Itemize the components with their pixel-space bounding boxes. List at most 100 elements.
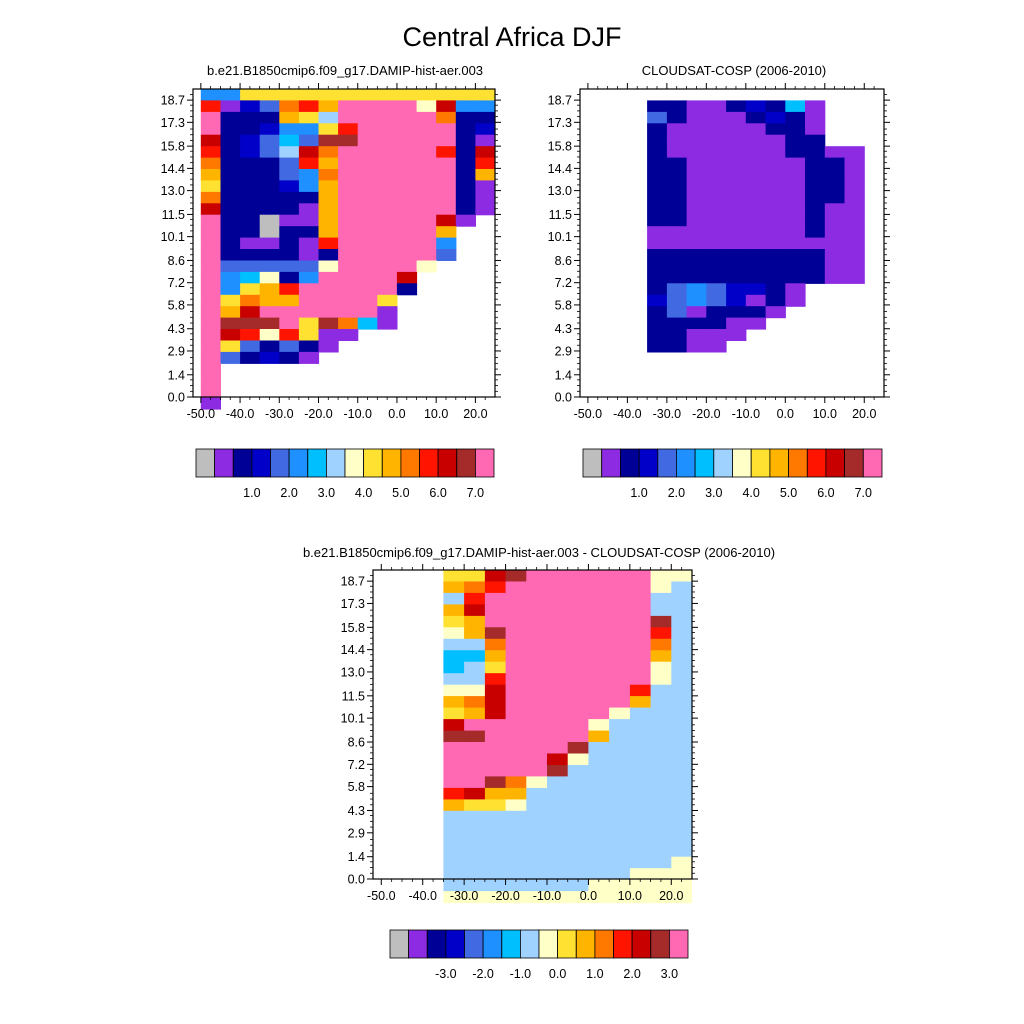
heatmap-cell bbox=[416, 214, 437, 227]
y-tick-label: 8.6 bbox=[168, 254, 185, 268]
heatmap-cell bbox=[240, 123, 261, 136]
heatmap-cell bbox=[416, 100, 437, 113]
heatmap-cell bbox=[318, 226, 339, 239]
heatmap-cell bbox=[547, 684, 569, 697]
heatmap-cell bbox=[765, 157, 786, 170]
colorbar-swatch bbox=[456, 448, 476, 478]
heatmap-cell bbox=[785, 146, 806, 159]
heatmap-cell bbox=[220, 329, 241, 341]
heatmap-cell bbox=[357, 134, 378, 147]
colorbar-swatch bbox=[582, 448, 603, 478]
heatmap-cell bbox=[706, 317, 727, 330]
y-tick-label: 14.4 bbox=[548, 162, 572, 176]
heatmap-cell bbox=[396, 146, 418, 159]
heatmap-cell bbox=[588, 592, 610, 605]
heatmap-cell bbox=[318, 260, 339, 273]
heatmap-cell bbox=[805, 157, 826, 170]
colorbar-swatch bbox=[408, 929, 428, 959]
colorbar-swatch bbox=[862, 448, 883, 478]
heatmap-cell bbox=[547, 833, 569, 846]
heatmap-cell bbox=[377, 294, 398, 307]
heatmap-cell bbox=[686, 294, 707, 307]
heatmap-cell bbox=[259, 283, 280, 296]
heatmap-cell bbox=[745, 306, 767, 319]
x-tick-label: 0.0 bbox=[777, 407, 794, 421]
heatmap-cell bbox=[484, 879, 507, 892]
heatmap-cell bbox=[588, 684, 610, 697]
heatmap-cell bbox=[666, 134, 688, 147]
heatmap-cell bbox=[338, 329, 359, 341]
heatmap-cell bbox=[464, 627, 486, 640]
heatmap-cell bbox=[666, 123, 688, 136]
heatmap-cell bbox=[484, 661, 507, 674]
heatmap-cell bbox=[377, 123, 398, 136]
heatmap-cell bbox=[647, 191, 668, 204]
heatmap-cell bbox=[200, 271, 221, 284]
heatmap-cell bbox=[443, 742, 465, 755]
heatmap-cell bbox=[706, 283, 727, 296]
colorbar-label: 3.0 bbox=[705, 486, 722, 500]
heatmap-cell bbox=[279, 237, 300, 250]
heatmap-cell bbox=[396, 89, 418, 101]
heatmap-cell bbox=[765, 214, 786, 227]
heatmap-cell bbox=[505, 719, 527, 732]
heatmap-cell bbox=[443, 638, 465, 651]
heatmap-cell bbox=[765, 100, 786, 113]
heatmap-cell bbox=[671, 570, 692, 583]
heatmap-cell bbox=[666, 306, 688, 319]
heatmap-cell bbox=[567, 891, 589, 904]
heatmap-cell bbox=[706, 180, 727, 193]
heatmap-cell bbox=[298, 203, 320, 216]
heatmap-cell bbox=[505, 730, 527, 743]
heatmap-cell bbox=[686, 169, 707, 181]
heatmap-cell bbox=[279, 146, 300, 159]
heatmap-cell bbox=[686, 191, 707, 204]
heatmap-cell bbox=[726, 329, 747, 341]
heatmap-cell bbox=[726, 157, 747, 170]
heatmap-cell bbox=[671, 891, 692, 904]
heatmap-cell bbox=[824, 226, 846, 239]
heatmap-cell bbox=[259, 306, 280, 319]
heatmap-cell bbox=[396, 111, 418, 124]
heatmap-cell bbox=[526, 581, 548, 594]
heatmap-cell bbox=[785, 134, 806, 147]
heatmap-cell bbox=[745, 294, 767, 307]
x-tick-label: -20.0 bbox=[491, 889, 520, 903]
heatmap-cell bbox=[338, 100, 359, 113]
heatmap-cell bbox=[526, 833, 548, 846]
heatmap-cell bbox=[686, 123, 707, 136]
heatmap-cell bbox=[844, 226, 865, 239]
heatmap-cell bbox=[220, 191, 241, 204]
heatmap-cell bbox=[650, 765, 672, 778]
x-tick-label: -30.0 bbox=[450, 889, 479, 903]
heatmap-cell bbox=[666, 283, 688, 296]
y-tick-label: 13.0 bbox=[161, 184, 185, 198]
heatmap-cell bbox=[475, 134, 495, 147]
heatmap-cell bbox=[526, 742, 548, 755]
y-tick-label: 11.5 bbox=[342, 689, 365, 703]
heatmap-cell bbox=[547, 673, 569, 686]
heatmap-cell bbox=[650, 868, 672, 881]
heatmap-cell bbox=[647, 123, 668, 136]
heatmap-cell bbox=[464, 753, 486, 766]
heatmap-cell bbox=[844, 260, 865, 273]
heatmap-cell bbox=[279, 191, 300, 204]
heatmap-cell bbox=[436, 237, 457, 250]
heatmap-cell bbox=[220, 100, 241, 113]
heatmap-cell bbox=[726, 191, 747, 204]
heatmap-cell bbox=[785, 157, 806, 170]
heatmap-cell bbox=[526, 592, 548, 605]
heatmap-cell bbox=[588, 673, 610, 686]
colorbar-swatch bbox=[270, 448, 290, 478]
heatmap-cell bbox=[650, 787, 672, 800]
heatmap-cell bbox=[484, 581, 507, 594]
heatmap-cell bbox=[666, 214, 688, 227]
heatmap-cell bbox=[396, 123, 418, 136]
heatmap-cell bbox=[526, 845, 548, 858]
heatmap-cell bbox=[765, 180, 786, 193]
heatmap-cell bbox=[318, 169, 339, 181]
heatmap-cell bbox=[259, 111, 280, 124]
heatmap-cell bbox=[464, 604, 486, 617]
heatmap-cell bbox=[726, 249, 747, 261]
colorbar-swatch bbox=[251, 448, 271, 478]
